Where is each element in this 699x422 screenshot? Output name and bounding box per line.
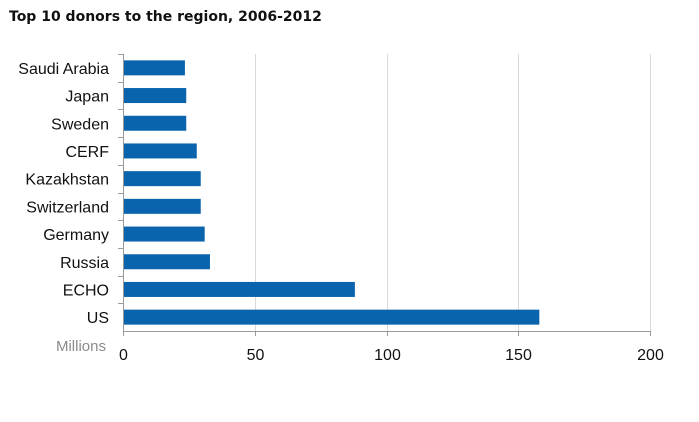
category-label: Kazakhstan (25, 172, 109, 189)
x-tick-label: 150 (505, 347, 532, 364)
category-label: Japan (65, 89, 109, 106)
bar-russia (124, 254, 210, 270)
category-label: CERF (65, 144, 109, 161)
x-tick-label: 0 (119, 347, 128, 364)
category-label: Russia (60, 255, 109, 272)
x-tick-label: 100 (374, 347, 401, 364)
category-label: Saudi Arabia (18, 61, 109, 78)
category-label: ECHO (63, 282, 109, 299)
x-axis-unit-label: Millions (56, 338, 106, 355)
category-label: US (87, 310, 109, 327)
bar-cerf (124, 143, 197, 159)
bars (124, 60, 540, 325)
bar-us (124, 309, 540, 325)
category-label: Germany (43, 227, 109, 244)
bar-germany (124, 226, 205, 242)
bar-saudi-arabia (124, 60, 185, 76)
bar-japan (124, 88, 187, 104)
x-tick-label: 50 (247, 347, 265, 364)
bar-echo (124, 281, 355, 297)
category-label: Sweden (51, 116, 109, 133)
axes (118, 54, 651, 336)
chart-title: Top 10 donors to the region, 2006-2012 (9, 9, 322, 25)
x-tick-label: 200 (637, 347, 664, 364)
bar-sweden (124, 115, 187, 131)
labels: 0 50 100 150 200 Saudi Arabia Japan Sweden CERF K… (18, 61, 664, 364)
category-label: Switzerland (26, 199, 109, 216)
bar-kazakhstan (124, 171, 201, 187)
bar-switzerland (124, 198, 201, 214)
